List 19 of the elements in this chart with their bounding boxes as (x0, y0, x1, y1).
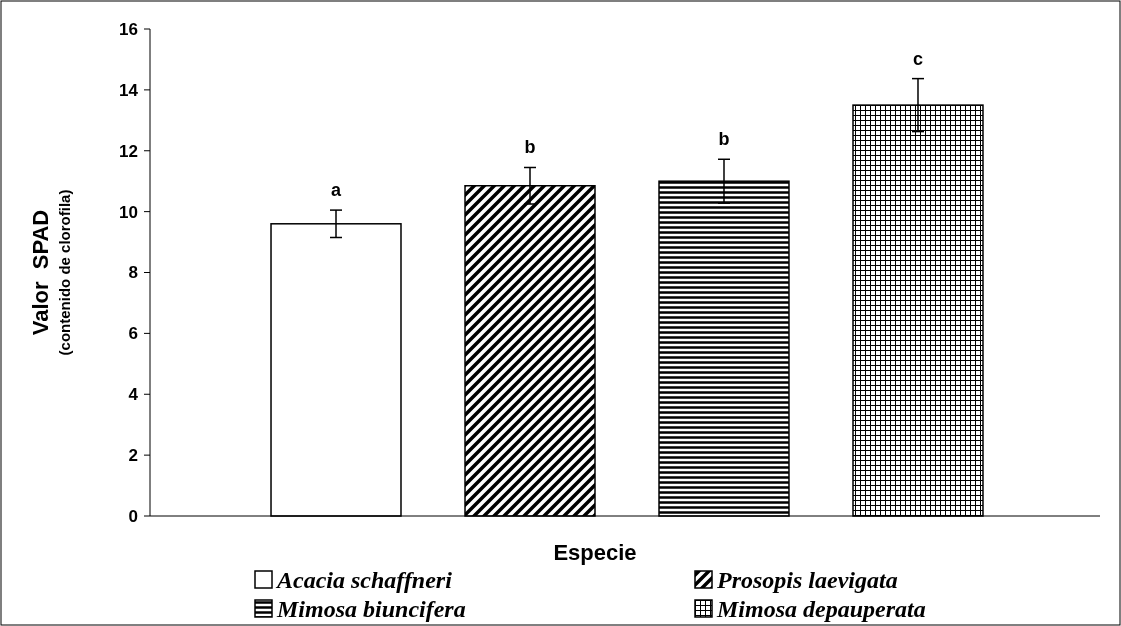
legend-label: Acacia schaffneri (275, 567, 453, 594)
y-tick-label: 14 (119, 80, 139, 100)
y-tick-label: 2 (128, 446, 138, 466)
y-tick-label: 0 (128, 506, 138, 526)
annotation: a (331, 180, 342, 201)
y-tick-label: 12 (119, 141, 138, 161)
y-tick-label: 8 (128, 263, 138, 283)
x-axis-title: Especie (553, 540, 637, 565)
y-tick-label: 6 (128, 324, 138, 344)
y-tick-label: 16 (119, 19, 138, 39)
legend-label: Prosopis laevigata (716, 567, 898, 594)
legend-label: Mimosa depauperata (716, 596, 926, 623)
legend-label: Mimosa biuncifera (276, 596, 466, 623)
annotation: c (912, 48, 923, 69)
y-tick-label: 10 (119, 202, 138, 222)
annotation: b (718, 129, 730, 150)
annotation: b (524, 137, 536, 158)
y-tick-label: 4 (128, 385, 139, 405)
y-axis-title: Valor SPAD (contenido de clorofila) (28, 189, 73, 356)
